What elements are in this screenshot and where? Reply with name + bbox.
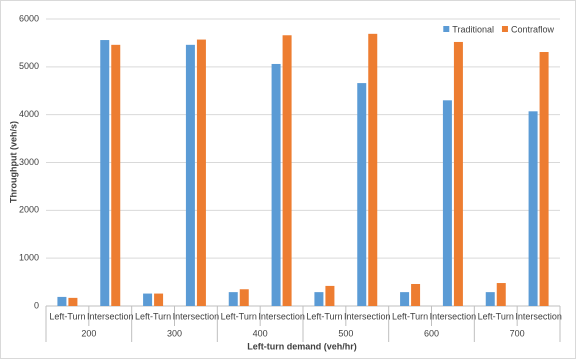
group-label: 200 — [81, 328, 96, 338]
bar — [282, 35, 292, 306]
y-tick-label: 3000 — [19, 157, 39, 167]
x-tick-label: Intersection — [173, 311, 220, 321]
x-axis-title: Left-turn demand (veh/hr) — [247, 341, 357, 351]
bar — [68, 297, 78, 306]
legend-label: Contraflow — [511, 24, 555, 34]
group-label: 700 — [510, 328, 525, 338]
bar — [411, 283, 421, 306]
x-tick-label: Intersection — [430, 311, 477, 321]
y-tick-label: 1000 — [19, 253, 39, 263]
legend-label: Traditional — [452, 24, 494, 34]
bar — [185, 44, 195, 307]
x-tick-label: Left-Turn — [135, 311, 171, 321]
bar — [143, 293, 153, 306]
x-tick-label: Intersection — [515, 311, 562, 321]
bar — [485, 292, 495, 306]
y-tick-label: 0 — [34, 300, 39, 310]
bar — [100, 40, 110, 307]
group-label: 500 — [338, 328, 353, 338]
bar — [271, 63, 281, 306]
y-tick-label: 2000 — [19, 205, 39, 215]
bar — [400, 292, 410, 306]
bar — [239, 289, 249, 306]
bar — [496, 283, 506, 306]
y-tick-label: 4000 — [19, 109, 39, 119]
bar — [453, 41, 463, 307]
bar — [539, 52, 549, 306]
group-label: 300 — [167, 328, 182, 338]
bar — [154, 293, 164, 306]
x-tick-label: Left-Turn — [49, 311, 85, 321]
legend-swatch — [501, 26, 508, 32]
y-axis-title: Throughput (veh/s) — [8, 121, 18, 203]
x-tick-label: Left-Turn — [221, 311, 257, 321]
bar — [228, 292, 238, 306]
bar — [57, 296, 67, 306]
group-label: 600 — [424, 328, 439, 338]
bar — [325, 285, 335, 306]
bar — [357, 83, 367, 306]
y-tick-label: 6000 — [19, 13, 39, 23]
bar — [442, 100, 452, 306]
x-tick-label: Intersection — [87, 311, 134, 321]
x-tick-label: Left-Turn — [306, 311, 342, 321]
bar — [368, 33, 378, 306]
x-tick-label: Left-Turn — [392, 311, 428, 321]
group-label: 400 — [253, 328, 268, 338]
x-tick-label: Intersection — [258, 311, 305, 321]
x-tick-label: Intersection — [344, 311, 391, 321]
x-tick-label: Left-Turn — [478, 311, 514, 321]
y-tick-label: 5000 — [19, 61, 39, 71]
legend-swatch — [443, 26, 450, 32]
bar — [111, 44, 121, 307]
bar — [196, 39, 206, 307]
bar — [314, 292, 324, 306]
bar — [528, 111, 538, 307]
